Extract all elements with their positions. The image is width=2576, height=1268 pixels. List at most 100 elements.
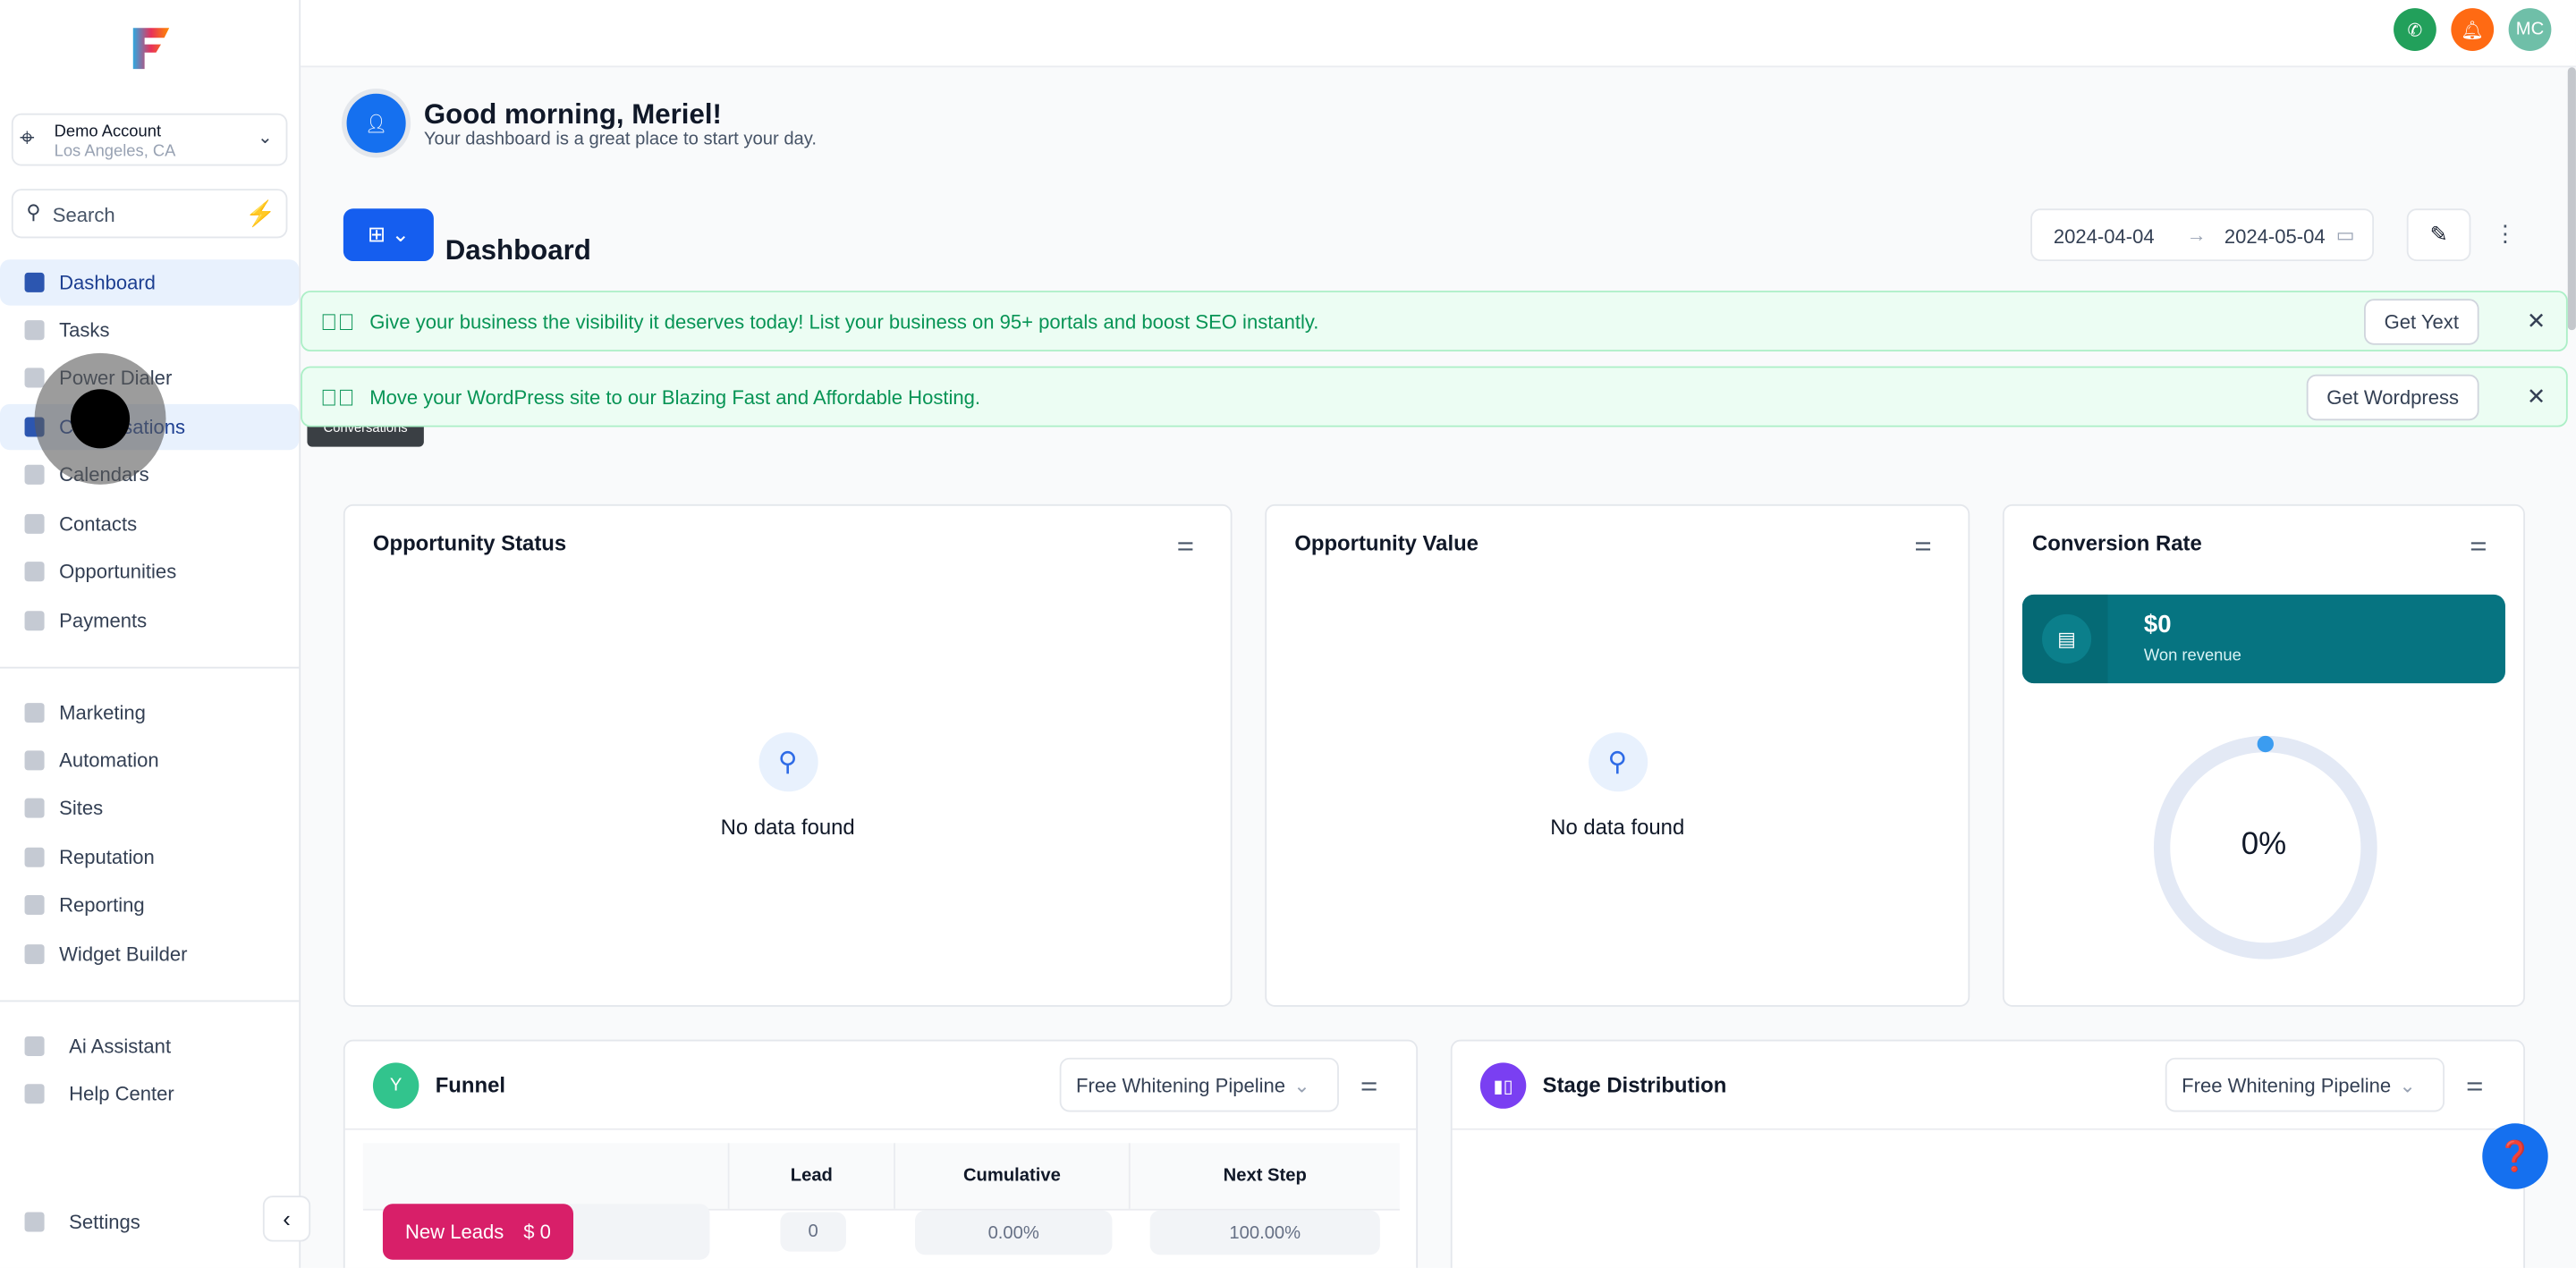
column-header: Lead bbox=[727, 1143, 894, 1209]
contacts-icon bbox=[24, 513, 45, 534]
stage-distribution-icon: ▮▯ bbox=[1479, 1062, 1527, 1109]
stage-name: New Leads bbox=[404, 1220, 504, 1244]
sidebar-item-label: Automation bbox=[59, 748, 159, 773]
dashboard-switcher-button[interactable]: ⊞ ⌄ bbox=[343, 208, 434, 262]
dashboard-icon bbox=[24, 272, 45, 292]
stage-distribution-card: ▮▯ Stage Distribution Free Whitening Pip… bbox=[1450, 1039, 2526, 1268]
close-icon[interactable]: ✕ bbox=[2526, 307, 2546, 334]
sidebar-item-automation[interactable]: Automation bbox=[0, 738, 299, 783]
filter-icon[interactable]: ⚌ bbox=[2465, 1072, 2484, 1096]
conversion-rate-value: 0% bbox=[2241, 827, 2287, 863]
layout-icon: ⊞ ⌄ bbox=[368, 221, 410, 247]
wordpress-banner: ✓⃝ Move your WordPress site to our Blazi… bbox=[301, 366, 2568, 427]
sidebar-item-label: Dashboard bbox=[59, 271, 156, 294]
sidebar-item-label: Help Center bbox=[69, 1082, 174, 1106]
search-icon: ⚲ bbox=[26, 200, 41, 224]
sites-icon bbox=[24, 798, 45, 818]
divider bbox=[0, 1000, 300, 1002]
search-placeholder: Search bbox=[52, 203, 115, 227]
sidebar-item-dashboard[interactable]: Dashboard bbox=[0, 259, 300, 306]
sidebar-item-label: Ai Assistant bbox=[69, 1035, 172, 1058]
banner-text: Move your WordPress site to our Blazing … bbox=[369, 385, 981, 409]
scrollbar[interactable] bbox=[2567, 67, 2576, 331]
sidebar-item-label: Tasks bbox=[59, 318, 110, 342]
next-step-value: 100.00% bbox=[1149, 1210, 1380, 1255]
robot-icon bbox=[24, 1036, 45, 1056]
calendar-icon bbox=[24, 464, 45, 485]
sidebar-item-label: Payments bbox=[59, 609, 148, 633]
cumulative-value: 0.00% bbox=[915, 1210, 1113, 1255]
yext-banner: ✓⃝ Give your business the visibility it … bbox=[301, 291, 2568, 352]
payments-icon bbox=[24, 611, 45, 631]
tasks-icon bbox=[24, 320, 45, 341]
sidebar-item-label: Opportunities bbox=[59, 560, 177, 584]
phone-icon[interactable]: ✆ bbox=[2394, 8, 2436, 51]
sidebar-item-opportunities[interactable]: Opportunities bbox=[0, 548, 299, 594]
sidebar-item-label: Sites bbox=[59, 796, 104, 820]
won-amount: $0 bbox=[2143, 611, 2172, 639]
funnel-card: Y Funnel Free Whitening Pipeline ⌄ ⚌ Lead… bbox=[343, 1039, 1419, 1268]
check-circle-icon: ✓⃝ bbox=[320, 308, 355, 334]
collapse-sidebar-button[interactable]: ‹ bbox=[262, 1196, 311, 1242]
more-options-icon[interactable]: ⋮ bbox=[2494, 220, 2517, 247]
calendar-icon: ▭ bbox=[2335, 223, 2355, 247]
column-header: Next Step bbox=[1128, 1143, 1400, 1209]
close-icon[interactable]: ✕ bbox=[2526, 382, 2546, 410]
sidebar-item-contacts[interactable]: Contacts bbox=[0, 501, 299, 546]
get-wordpress-button[interactable]: Get Wordpress bbox=[2306, 374, 2479, 421]
lead-count: 0 bbox=[780, 1212, 846, 1252]
won-label: Won revenue bbox=[2143, 647, 2241, 665]
empty-state-text: No data found bbox=[1550, 815, 1685, 840]
account-switcher[interactable]: ⌖ Demo Account Los Angeles, CA ⌄ bbox=[11, 113, 288, 166]
sidebar-item-payments[interactable]: Payments bbox=[0, 598, 299, 644]
lightning-icon[interactable]: ⚡ bbox=[245, 200, 276, 229]
dashboard-title: Dashboard bbox=[445, 234, 591, 266]
power-dialer-icon bbox=[24, 368, 45, 388]
sidebar-item-ai-assistant[interactable]: Ai Assistant bbox=[0, 1023, 299, 1069]
gauge-indicator bbox=[2257, 735, 2274, 753]
sidebar-item-tasks[interactable]: Tasks bbox=[0, 307, 299, 352]
sidebar-item-sites[interactable]: Sites bbox=[0, 785, 299, 831]
chevron-down-icon: ⌄ bbox=[1293, 1074, 1310, 1097]
won-revenue-panel: ▤ $0 Won revenue bbox=[2021, 594, 2505, 684]
pipeline-select[interactable]: Free Whitening Pipeline ⌄ bbox=[2165, 1057, 2445, 1112]
filter-icon[interactable]: ⚌ bbox=[1914, 532, 1932, 555]
get-yext-button[interactable]: Get Yext bbox=[2364, 299, 2479, 345]
sidebar-item-marketing[interactable]: Marketing bbox=[0, 689, 299, 735]
edit-dashboard-button[interactable]: ✎ bbox=[2406, 208, 2471, 262]
conversion-rate-card: Conversion Rate ⚌ ▤ $0 Won revenue 0% bbox=[2002, 503, 2526, 1007]
stage-bar: New Leads $ 0 bbox=[382, 1204, 574, 1260]
sidebar-item-help-center[interactable]: Help Center bbox=[0, 1071, 299, 1117]
search-input[interactable]: ⚲ Search ⚡ bbox=[11, 189, 288, 239]
stage-value: $ 0 bbox=[523, 1220, 551, 1244]
pipeline-value: Free Whitening Pipeline bbox=[2182, 1074, 2392, 1097]
pipeline-select[interactable]: Free Whitening Pipeline ⌄ bbox=[1059, 1057, 1339, 1112]
date-start: 2024-04-04 bbox=[2053, 224, 2155, 249]
card-title: Conversion Rate bbox=[2031, 530, 2202, 555]
banner-text: Give your business the visibility it des… bbox=[369, 309, 1319, 333]
pipeline-value: Free Whitening Pipeline bbox=[1076, 1074, 1286, 1097]
filter-icon[interactable]: ⚌ bbox=[1176, 532, 1195, 555]
sidebar-item-settings[interactable]: Settings bbox=[0, 1199, 299, 1245]
bell-icon[interactable]: 🔔︎ bbox=[2451, 8, 2495, 51]
arrow-right-icon: → bbox=[2186, 223, 2207, 247]
funnel-icon bbox=[24, 562, 45, 582]
funnel-table-header: Lead Cumulative Next Step bbox=[362, 1143, 1400, 1209]
sidebar-item-reputation[interactable]: Reputation bbox=[0, 834, 299, 880]
card-title: Funnel bbox=[435, 1072, 505, 1097]
filter-icon[interactable]: ⚌ bbox=[2469, 532, 2487, 555]
account-location: Los Angeles, CA bbox=[54, 142, 176, 161]
column-header: Cumulative bbox=[894, 1143, 1129, 1209]
top-bar: ✆ 🔔︎ MC bbox=[301, 0, 2576, 68]
date-range-picker[interactable]: 2024-04-04 → 2024-05-04 ▭ bbox=[2030, 208, 2375, 262]
help-button[interactable]: ❓ bbox=[2482, 1123, 2548, 1189]
sidebar-item-widget-builder[interactable]: Widget Builder bbox=[0, 931, 299, 976]
sidebar-item-reporting[interactable]: Reporting bbox=[0, 882, 299, 927]
sidebar-item-label: Widget Builder bbox=[59, 943, 188, 966]
search-icon: ⚲ bbox=[1588, 732, 1648, 792]
user-avatar[interactable]: MC bbox=[2508, 8, 2552, 51]
star-icon bbox=[24, 847, 45, 867]
filter-icon[interactable]: ⚌ bbox=[1360, 1072, 1378, 1096]
card-title: Stage Distribution bbox=[1542, 1072, 1727, 1097]
greeting-subtitle: Your dashboard is a great place to start… bbox=[423, 130, 818, 150]
